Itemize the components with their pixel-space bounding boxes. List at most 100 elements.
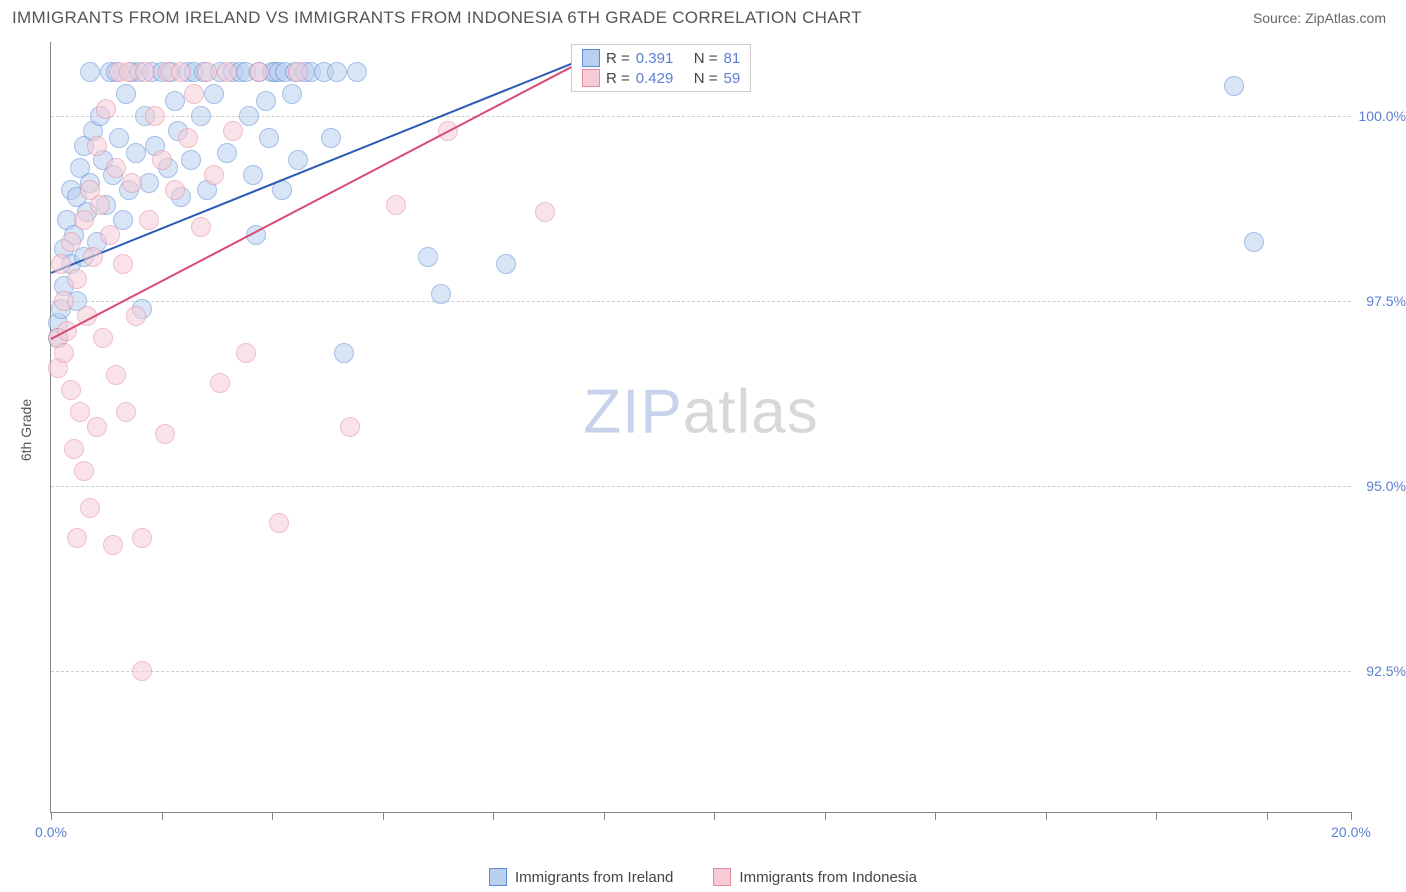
xtick-label: 0.0% [35,824,67,840]
watermark: ZIPatlas [583,376,818,447]
data-point [83,247,103,267]
xtick [935,812,936,820]
data-point [116,402,136,422]
data-point [54,291,74,311]
watermark-atlas: atlas [683,377,819,446]
data-point [171,62,191,82]
data-point [152,150,172,170]
xtick [1351,812,1352,820]
source-attribution: Source: ZipAtlas.com [1253,10,1386,26]
stats-n-label: N = [694,70,718,87]
data-point [259,128,279,148]
data-point [431,284,451,304]
data-point [204,165,224,185]
data-point [51,254,71,274]
data-point [165,180,185,200]
data-point [70,402,90,422]
gridline [51,301,1351,302]
data-point [288,150,308,170]
data-point [191,217,211,237]
data-point [93,328,113,348]
data-point [269,513,289,533]
xtick [493,812,494,820]
data-point [239,106,259,126]
ytick-label: 92.5% [1366,663,1406,679]
data-point [197,62,217,82]
legend-item-ireland: Immigrants from Ireland [489,868,673,886]
data-point [122,173,142,193]
y-axis-label: 6th Grade [18,399,34,461]
xtick [1267,812,1268,820]
gridline [51,671,1351,672]
data-point [106,158,126,178]
chart-header: IMMIGRANTS FROM IRELAND VS IMMIGRANTS FR… [0,0,1406,32]
data-point [100,225,120,245]
stats-r-value: 0.391 [636,50,688,67]
stats-row: R = 0.391 N = 81 [582,49,740,67]
gridline [51,486,1351,487]
stats-legend: R =0.391N =81R =0.429N =59 [571,44,751,92]
data-point [103,535,123,555]
xtick [162,812,163,820]
data-point [96,99,116,119]
xtick-label: 20.0% [1331,824,1371,840]
data-point [139,210,159,230]
stats-r-label: R = [606,50,630,67]
data-point [80,62,100,82]
ytick-label: 97.5% [1366,293,1406,309]
source-label: Source: [1253,10,1301,26]
data-point [87,136,107,156]
data-point [249,62,269,82]
data-point [1244,232,1264,252]
stats-n-value: 59 [724,70,741,87]
legend-label-indonesia: Immigrants from Indonesia [739,869,917,886]
stats-row: R =0.429N =59 [582,69,740,87]
data-point [165,91,185,111]
data-point [496,254,516,274]
data-point [236,343,256,363]
xtick [51,812,52,820]
data-point [282,84,302,104]
data-point [223,121,243,141]
data-point [145,106,165,126]
data-point [217,143,237,163]
data-point [334,343,354,363]
data-point [132,528,152,548]
data-point [80,498,100,518]
data-point [54,343,74,363]
data-point [178,128,198,148]
chart-title: IMMIGRANTS FROM IRELAND VS IMMIGRANTS FR… [12,8,862,28]
data-point [67,528,87,548]
data-point [386,195,406,215]
data-point [61,232,81,252]
data-point [321,128,341,148]
legend-swatch-indonesia [713,868,731,886]
data-point [288,62,308,82]
data-point [340,417,360,437]
source-value: ZipAtlas.com [1305,10,1386,26]
ytick-label: 100.0% [1359,108,1406,124]
data-point [418,247,438,267]
data-point [256,91,276,111]
data-point [135,62,155,82]
data-point [210,373,230,393]
bottom-legend: Immigrants from Ireland Immigrants from … [0,868,1406,886]
stats-swatch [582,49,600,67]
legend-swatch-ireland [489,868,507,886]
xtick [1046,812,1047,820]
data-point [327,62,347,82]
data-point [90,195,110,215]
data-point [116,84,136,104]
watermark-zip: ZIP [583,377,682,446]
data-point [204,84,224,104]
data-point [535,202,555,222]
xtick [604,812,605,820]
data-point [109,128,129,148]
data-point [184,84,204,104]
stats-n-label: N = [694,50,718,67]
stats-n-value: 81 [724,50,741,67]
data-point [217,62,237,82]
stats-r-label: R = [606,70,630,87]
data-point [126,306,146,326]
data-point [155,424,175,444]
